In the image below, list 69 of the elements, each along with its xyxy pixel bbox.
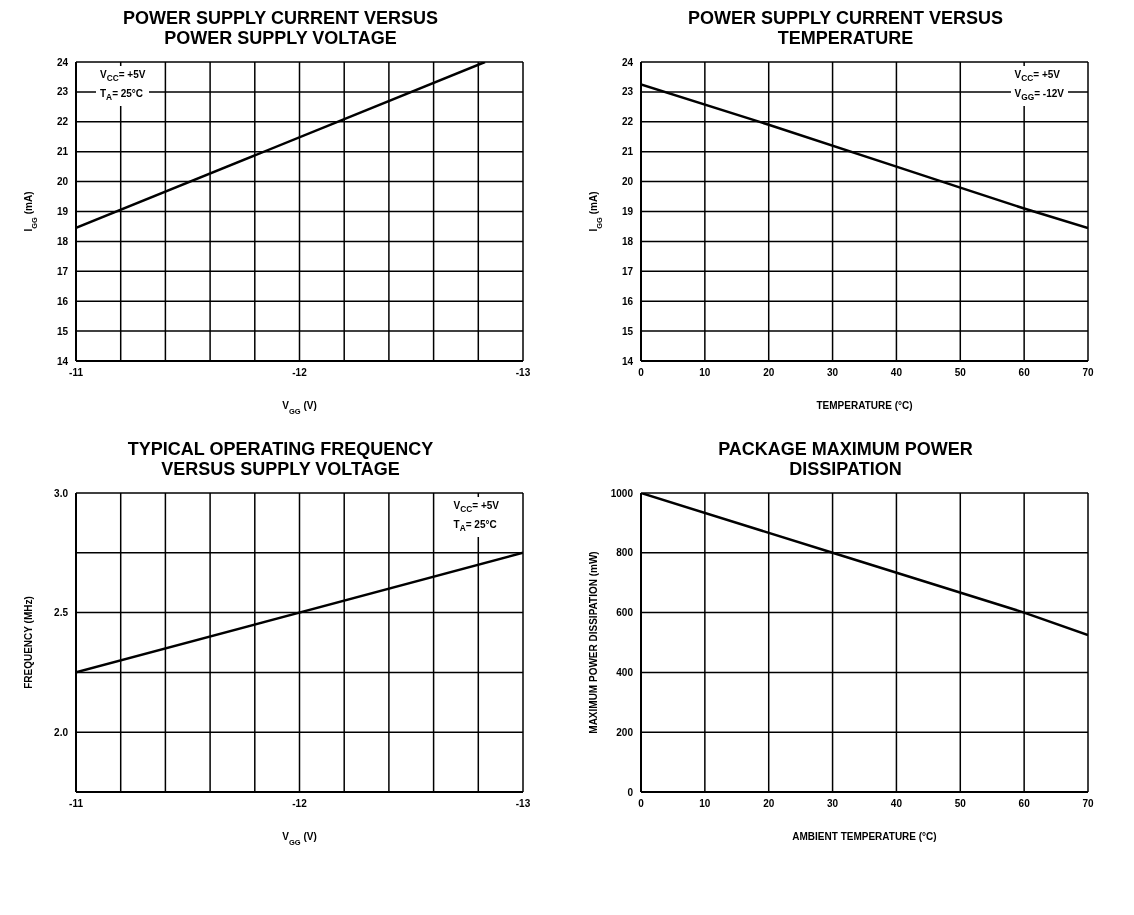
y-tick-label: 20: [621, 176, 634, 188]
y-tick-label: 15: [56, 325, 69, 337]
y-tick-label: 200: [616, 726, 634, 738]
x-tick-label: 40: [890, 798, 903, 810]
x-tick-label: 20: [763, 798, 775, 810]
x-tick-label: -13: [515, 367, 531, 379]
y-tick-label: 20: [56, 176, 69, 188]
x-tick-label: 50: [954, 367, 967, 379]
y-tick-label: 1000: [610, 487, 634, 499]
chart-title: PACKAGE MAXIMUM POWER DISSIPATION: [717, 439, 974, 479]
y-tick-label: 24: [621, 56, 634, 68]
x-tick-label: 40: [890, 367, 903, 379]
x-tick-label: 60: [1018, 367, 1031, 379]
y-tick-label: 23: [621, 86, 634, 98]
y-tick-label: 21: [56, 146, 69, 158]
annotation: V$_{GG}$= -12V: [1014, 87, 1064, 104]
y-tick-label: 18: [621, 235, 634, 247]
annotation: V$_{CC}$= +5V: [453, 499, 499, 516]
y-tick-label: 24: [56, 56, 69, 68]
y-tick-label: 16: [56, 295, 69, 307]
y-tick-label: 15: [621, 325, 634, 337]
y-tick-label: 0: [627, 786, 634, 798]
y-tick-label: 22: [56, 116, 69, 128]
y-tick-label: 800: [616, 547, 634, 559]
y-tick-label: 2.0: [54, 726, 69, 738]
x-tick-label: 20: [763, 367, 775, 379]
x-tick-label: 60: [1018, 798, 1031, 810]
chart-title: POWER SUPPLY CURRENT VERSUS TEMPERATURE: [686, 8, 1005, 48]
x-tick-label: 0: [638, 798, 645, 810]
x-tick-label: 10: [699, 798, 711, 810]
y-tick-label: 22: [621, 116, 634, 128]
y-axis-title: FREQUENCY (MHz): [23, 596, 34, 689]
chart-title: POWER SUPPLY CURRENT VERSUS POWER SUPPLY VOLTAGE: [121, 8, 440, 48]
y-tick-label: 14: [621, 355, 634, 367]
y-axis-title: MAXIMUM POWER DISSIPATION (mW): [588, 551, 599, 734]
x-tick-label: 70: [1082, 798, 1094, 810]
annotation: T$_{A}$= 25°C: [453, 518, 498, 535]
x-tick-label: -12: [292, 367, 308, 379]
x-tick-label: 10: [699, 367, 711, 379]
x-tick-label: -13: [515, 798, 531, 810]
x-tick-label: 0: [638, 367, 645, 379]
y-tick-label: 19: [621, 206, 634, 218]
y-tick-label: 2.5: [54, 607, 69, 619]
y-tick-label: 18: [56, 235, 69, 247]
x-axis-title: V$_{GG}$ (V): [282, 400, 317, 416]
y-tick-label: 3.0: [54, 487, 69, 499]
x-axis-title: TEMPERATURE (°C): [816, 400, 913, 411]
y-tick-label: 19: [56, 206, 69, 218]
y-tick-label: 16: [621, 295, 634, 307]
x-axis-title: AMBIENT TEMPERATURE (°C): [792, 831, 937, 842]
y-tick-label: 21: [621, 146, 634, 158]
y-tick-label: 17: [56, 265, 69, 277]
x-tick-label: -12: [292, 798, 308, 810]
y-tick-label: 14: [56, 355, 69, 367]
y-tick-label: 400: [616, 666, 634, 678]
y-tick-label: 17: [621, 265, 634, 277]
x-tick-label: 70: [1082, 367, 1094, 379]
x-axis-title: V$_{GG}$ (V): [282, 831, 317, 847]
annotation: V$_{CC}$= +5V: [100, 68, 146, 85]
annotation: T$_{A}$= 25°C: [100, 87, 145, 104]
chart-title: TYPICAL OPERATING FREQUENCY VERSUS SUPPLY VOLTAGE: [126, 439, 435, 479]
x-tick-label: 50: [954, 798, 967, 810]
x-tick-label: 30: [827, 798, 839, 810]
y-tick-label: 23: [56, 86, 69, 98]
x-tick-label: -11: [69, 367, 84, 379]
annotation: V$_{CC}$= +5V: [1014, 68, 1061, 85]
x-tick-label: 30: [827, 367, 839, 379]
y-tick-label: 600: [616, 607, 634, 619]
x-tick-label: -11: [69, 798, 84, 810]
